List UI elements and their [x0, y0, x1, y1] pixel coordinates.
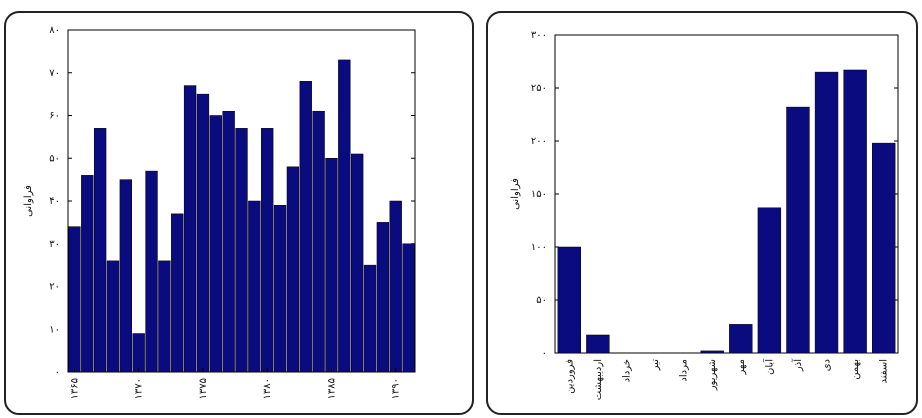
x-tick-label: آبان	[762, 358, 775, 375]
bar	[273, 205, 287, 373]
x-tick-label: مهر	[736, 359, 747, 375]
y-tick-label: ۱۰	[49, 324, 60, 335]
y-tick-label: ۵۰	[536, 295, 547, 306]
y-axis-label: فراوانی	[23, 185, 34, 217]
x-tick-label: ۱۳۹۰	[391, 378, 402, 399]
y-tick-label: ۵۰	[49, 153, 60, 164]
bar	[843, 69, 867, 354]
x-tick-label: ۱۳۸۰	[262, 378, 273, 399]
x-tick-label: ۱۳۷۰	[134, 378, 145, 399]
bar	[183, 85, 197, 373]
bar	[325, 158, 338, 373]
x-tick-label: ۱۳۶۵	[69, 378, 80, 399]
bar	[338, 59, 351, 373]
y-tick-label: ۰	[542, 348, 547, 359]
bar	[261, 128, 274, 373]
y-tick-label: ۰	[55, 367, 60, 378]
bar	[119, 179, 132, 373]
bar	[312, 110, 325, 373]
x-tick-label: ۱۳۸۵	[326, 378, 337, 399]
bar	[68, 226, 81, 373]
bar	[171, 213, 184, 373]
bar	[286, 166, 300, 373]
bar	[209, 115, 222, 373]
bar	[757, 207, 782, 354]
bar	[132, 333, 145, 373]
bar	[235, 128, 248, 373]
y-tick-label: ۱۵۰	[531, 189, 547, 200]
bar	[93, 128, 107, 373]
bar	[814, 71, 839, 354]
bar	[376, 222, 390, 373]
bar	[222, 110, 235, 373]
bar	[248, 200, 261, 373]
x-tick-label: اردیبهشت	[593, 359, 604, 400]
y-axis-label: فراوانی	[510, 178, 521, 210]
bar	[363, 264, 377, 373]
bar	[299, 81, 312, 373]
x-tick-label: اسفند	[879, 359, 890, 383]
x-tick-label: تیر	[650, 359, 661, 372]
bar	[729, 324, 753, 354]
y-tick-label: ۱۰۰	[531, 242, 547, 253]
bar	[786, 106, 810, 354]
y-tick-label: ۸۰	[49, 25, 60, 36]
y-tick-label: ۲۰۰	[531, 136, 547, 147]
y-tick-label: ۲۵۰	[531, 83, 547, 94]
bar	[158, 260, 171, 373]
y-tick-label: ۳۰	[49, 239, 60, 250]
y-tick-label: ۲۰	[49, 282, 60, 293]
bar	[872, 142, 896, 354]
bar	[106, 260, 120, 373]
x-tick-label: آذر	[791, 358, 804, 372]
y-tick-label: ۴۰	[49, 196, 60, 207]
bar	[81, 175, 94, 373]
x-tick-label: بهمن	[850, 359, 861, 380]
x-tick-label: ۱۳۷۵	[198, 378, 209, 399]
y-tick-label: ۷۰	[49, 68, 60, 79]
x-tick-label: فروردین	[564, 359, 575, 394]
x-tick-label: مرداد	[679, 359, 690, 382]
x-tick-label: شهریور	[707, 359, 718, 391]
bar	[402, 243, 415, 373]
x-tick-label: دی	[822, 359, 833, 371]
bar	[586, 334, 610, 354]
bar	[557, 246, 581, 354]
y-tick-label: ۶۰	[49, 111, 60, 122]
bar	[196, 93, 210, 373]
bar	[351, 153, 364, 373]
x-tick-label: خرداد	[621, 359, 632, 382]
y-tick-label: ۳۰۰	[531, 30, 547, 41]
bar	[700, 350, 724, 354]
bar	[145, 170, 158, 373]
bar	[389, 200, 402, 373]
